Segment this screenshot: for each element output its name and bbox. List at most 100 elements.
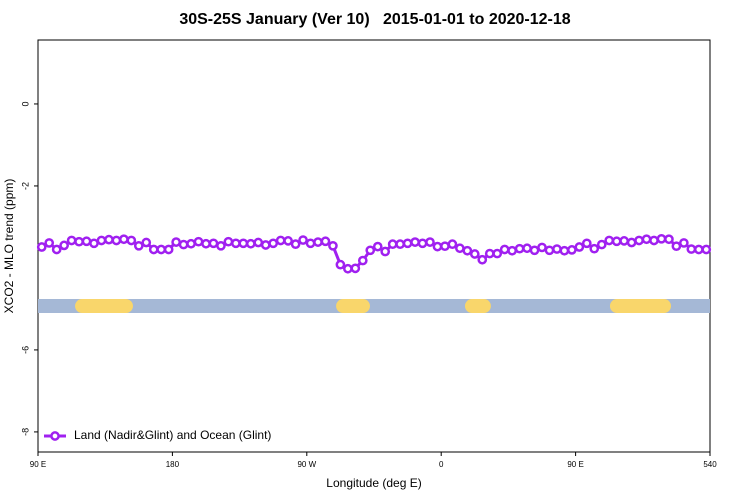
y-tick-label: -2 [20,182,30,190]
data-point [253,237,264,248]
data-point [462,245,473,256]
data-point [372,241,383,252]
data-point [410,237,420,247]
data-point [499,244,510,255]
data-point [574,242,585,252]
data-point [634,235,644,246]
data-point [611,236,622,247]
data-point [455,243,465,254]
data-point [231,238,241,249]
data-point [357,255,368,266]
data-point [544,245,555,256]
data-point [649,235,659,246]
data-point [559,245,570,256]
data-point [387,239,398,250]
data-point [44,238,55,248]
data-point [178,239,189,250]
data-point [290,239,301,250]
data-point [36,242,47,252]
data-point [126,235,137,246]
x-tick-label: 90 W [297,460,316,469]
data-point [686,244,697,254]
data-point [305,238,316,249]
data-point [335,259,346,270]
y-axis-label: XCO2 - MLO trend (ppm) [2,179,16,314]
data-point [552,244,562,254]
x-tick-label: 90 E [567,460,583,469]
data-point [522,243,532,254]
data-point [163,244,174,255]
data-point [223,236,234,247]
data-point [417,238,428,249]
data-point [148,244,159,255]
data-point [201,238,211,249]
data-point [89,238,99,249]
data-point [395,239,405,250]
data-point [104,234,114,245]
data-point [477,254,488,265]
data-point [679,238,689,248]
legend-label: Land (Nadir&Glint) and Ocean (Glint) [74,428,271,442]
data-point [343,263,353,274]
data-point [529,245,540,256]
data-point [328,240,338,251]
data-point [96,235,107,246]
data-point [133,240,144,251]
y-tick-label: -8 [20,428,30,436]
data-point [141,237,152,248]
data-point [619,236,629,246]
data-point [313,237,323,247]
data-point [425,237,435,247]
data-point [111,235,122,246]
data-point [81,236,92,247]
data-point [186,238,196,249]
x-tick-label: 0 [439,460,444,469]
data-point [656,233,667,244]
legend-swatch-marker [50,431,60,441]
data-point [440,241,450,252]
data-point [567,245,577,255]
data-point [59,240,69,251]
data-point [171,237,181,247]
data-point [298,235,308,245]
data-point [193,236,204,247]
data-point [216,240,226,251]
data-point [208,238,219,249]
data-point [626,237,637,248]
data-point [380,246,391,257]
data-point [432,241,443,252]
data-point [701,244,712,255]
data-point [469,249,480,259]
data-point [245,238,256,249]
data-point [589,243,600,254]
data-point [119,234,129,245]
x-tick-label: 540 [703,460,717,469]
data-point [350,263,361,274]
data-point [51,244,62,255]
data-point [641,234,652,245]
y-tick-label: -6 [20,346,30,354]
y-tick-label: 0 [20,101,30,106]
data-point [156,244,167,255]
x-axis-label: Longitude (deg E) [326,476,421,490]
data-point [693,244,704,255]
data-point [447,239,458,250]
data-point [320,236,331,247]
data-point [596,239,607,250]
data-point [604,235,615,246]
data-point [537,242,547,253]
data-point [581,238,592,249]
data-point [275,235,286,246]
data-point [260,240,271,250]
data-point [484,248,495,259]
x-tick-label: 90 E [30,460,46,469]
data-point [671,241,682,252]
data-point [365,245,376,256]
data-point [268,238,279,249]
x-tick-label: 180 [166,460,180,469]
data-point [66,235,77,246]
data-point [283,236,293,246]
data-point [492,248,503,259]
data-point [238,238,249,249]
